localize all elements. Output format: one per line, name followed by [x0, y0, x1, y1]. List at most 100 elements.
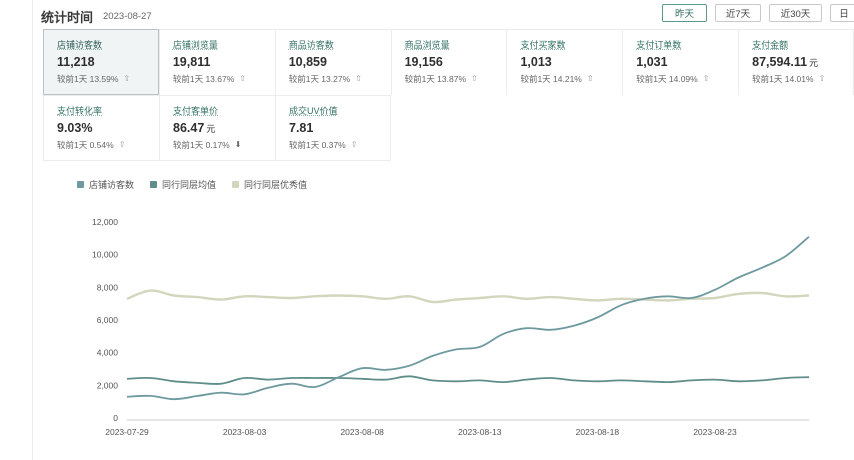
metric-label: 支付金额: [752, 40, 789, 50]
y-tick-label: 8,000: [97, 282, 119, 292]
trend-up-icon: ⇧: [586, 74, 594, 83]
compare-text: 较前1天 0.17%: [173, 140, 230, 150]
metric-value: 87,594.11 元: [752, 54, 853, 70]
metric-label: 成交UV价值: [289, 106, 338, 116]
metric-card-shop-visitors[interactable]: 店铺访客数 11,218 较前1天 13.59% ⇧: [43, 29, 159, 95]
metric-value: 19,156: [405, 54, 507, 70]
series-line-peer-average: [126, 375, 810, 385]
compare-text: 较前1天 0.54%: [57, 140, 114, 150]
metric-label: 支付订单数: [636, 40, 682, 50]
metric-number: 19,156: [404, 55, 443, 69]
trend-up-icon: ⇧: [355, 74, 362, 83]
metric-compare: 较前1天 13.87% ⇧: [405, 73, 507, 85]
metric-value: 86.47 元: [173, 120, 275, 136]
metric-compare: 较前1天 13.27% ⇧: [289, 73, 391, 85]
date-range-tabs: 昨天 近7天 近30天 日: [654, 4, 854, 22]
metric-label: 商品浏览量: [404, 40, 450, 50]
metric-value: 10,859: [289, 54, 391, 70]
metric-card-paid-amount[interactable]: 支付金额 87,594.11 元 较前1天 14.01% ⇧: [738, 29, 854, 95]
trend-up-icon: ⇧: [818, 74, 826, 83]
legend-label: 店铺访客数: [89, 180, 135, 190]
trend-down-icon: ⬇: [234, 140, 242, 149]
y-tick-label: 0: [113, 413, 118, 423]
metric-row: 店铺访客数 11,218 较前1天 13.59% ⇧ 店铺浏览量 19,811 较…: [43, 29, 854, 95]
metric-card-paying-buyers[interactable]: 支付买家数 1,013 较前1天 14.21% ⇧: [506, 29, 623, 95]
metric-value: 19,811: [173, 54, 275, 70]
trend-line-chart: 0 2,000 4,000 6,000 8,000 10,000 12,000 2023-07…: [92, 217, 810, 437]
metric-number: 11,218: [57, 55, 95, 69]
stats-time-title: 统计时间: [41, 9, 94, 25]
y-tick-label: 4,000: [97, 348, 119, 358]
legend-swatch: [77, 181, 84, 188]
metric-number: 86.47: [173, 121, 205, 135]
x-tick-label: 2023-07-29: [105, 427, 149, 437]
metric-number: 1,013: [520, 55, 552, 69]
trend-up-icon: ⇧: [471, 74, 478, 83]
metric-compare: 较前1天 14.21% ⇧: [520, 73, 622, 85]
metric-number: 7.81: [289, 121, 314, 135]
chart-legend: 店铺访客数 同行同层均值 同行同层优秀值: [77, 178, 307, 191]
metric-card-product-visitors[interactable]: 商品访客数 10,859 较前1天 13.27% ⇧: [274, 29, 391, 95]
legend-label: 同行同层均值: [162, 180, 217, 190]
metric-compare: 较前1天 0.54% ⇧: [57, 139, 159, 151]
metric-compare: 较前1天 14.09% ⇧: [636, 73, 738, 85]
metric-card-paid-orders[interactable]: 支付订单数 1,031 较前1天 14.09% ⇧: [622, 29, 739, 95]
compare-text: 较前1天 14.21%: [520, 74, 582, 84]
metric-number: 9.03%: [57, 121, 93, 135]
metric-compare: 较前1天 0.17% ⬇: [173, 139, 275, 151]
metric-label: 商品访客数: [288, 40, 334, 50]
metric-card-conversion-rate[interactable]: 支付转化率 9.03% 较前1天 0.54% ⇧: [43, 95, 159, 161]
metric-label: 支付买家数: [520, 40, 566, 50]
y-tick-label: 2,000: [97, 380, 119, 390]
range-30-days-button[interactable]: 近30天: [769, 4, 822, 22]
series-line-peer-excellent: [126, 289, 810, 304]
metric-value: 1,031: [636, 54, 738, 70]
compare-text: 较前1天 13.87%: [404, 74, 466, 84]
stats-header: 统计时间 2023-08-27: [41, 7, 152, 25]
compare-text: 较前1天 13.67%: [172, 74, 235, 84]
metric-card-product-pageviews[interactable]: 商品浏览量 19,156 较前1天 13.87% ⇧: [390, 29, 507, 95]
compare-text: 较前1天 13.27%: [288, 74, 351, 84]
trend-up-icon: ⇧: [702, 74, 710, 83]
y-tick-label: 12,000: [92, 217, 118, 227]
legend-label: 同行同层优秀值: [244, 180, 308, 190]
compare-text: 较前1天 0.37%: [289, 140, 346, 150]
metric-value: 7.81: [289, 120, 390, 136]
metric-grid: 店铺访客数 11,218 较前1天 13.59% ⇧ 店铺浏览量 19,811 较…: [43, 29, 854, 161]
legend-item-peer-average[interactable]: 同行同层均值: [150, 178, 216, 191]
compare-text: 较前1天 14.09%: [636, 74, 698, 84]
metric-value: 11,218: [57, 54, 158, 70]
metric-compare: 较前1天 13.67% ⇧: [173, 73, 275, 85]
compare-text: 较前1天 14.01%: [752, 74, 814, 84]
metric-label: 支付客单价: [173, 106, 219, 116]
y-tick-label: 6,000: [97, 315, 119, 325]
stats-date: 2023-08-27: [103, 10, 152, 22]
legend-item-shop-visitors[interactable]: 店铺访客数: [77, 178, 134, 191]
metric-card-uv-value[interactable]: 成交UV价值 7.81 较前1天 0.37% ⇧: [275, 95, 391, 161]
metric-label: 支付转化率: [57, 106, 103, 116]
x-tick-label: 2023-08-08: [340, 427, 384, 437]
trend-up-icon: ⇧: [350, 140, 358, 149]
metric-number: 1,031: [636, 55, 668, 69]
metric-compare: 较前1天 14.01% ⇧: [752, 73, 853, 85]
x-tick-label: 2023-08-18: [576, 427, 620, 437]
legend-item-peer-excellent[interactable]: 同行同层优秀值: [232, 178, 307, 191]
x-tick-label: 2023-08-23: [693, 427, 737, 437]
x-tick-label: 2023-08-03: [223, 427, 267, 437]
range-7-days-button[interactable]: 近7天: [715, 4, 761, 22]
y-tick-label: 10,000: [92, 250, 118, 260]
metric-value: 9.03%: [57, 120, 159, 136]
metric-number: 19,811: [172, 55, 211, 69]
range-yesterday-button[interactable]: 昨天: [662, 4, 707, 22]
metric-unit: 元: [206, 124, 216, 134]
metric-card-shop-pageviews[interactable]: 店铺浏览量 19,811 较前1天 13.67% ⇧: [158, 29, 275, 95]
metric-label: 店铺访客数: [57, 40, 103, 50]
metric-card-avg-order-value[interactable]: 支付客单价 86.47 元 较前1天 0.17% ⬇: [159, 95, 275, 161]
metric-number: 87,594.11: [752, 55, 808, 69]
trend-up-icon: ⇧: [123, 74, 131, 83]
range-day-button[interactable]: 日: [830, 4, 854, 22]
metric-number: 10,859: [288, 55, 327, 69]
x-tick-label: 2023-08-13: [458, 427, 502, 437]
legend-swatch: [232, 181, 240, 188]
series-line-shop-visitors: [126, 236, 810, 401]
